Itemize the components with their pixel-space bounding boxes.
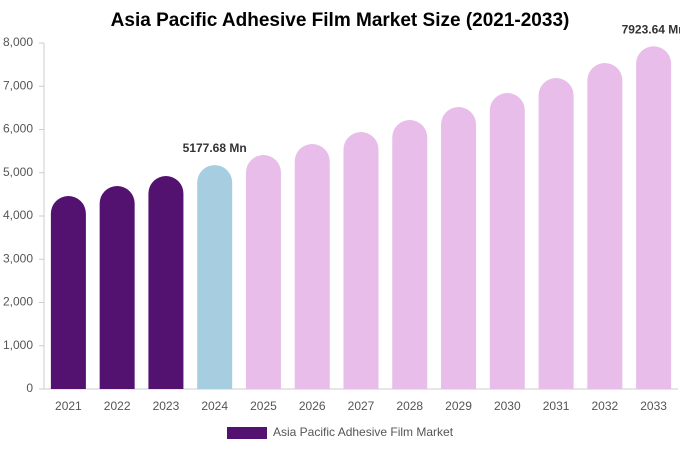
y-tick-label: 7,000: [3, 78, 33, 92]
y-tick-label: 6,000: [3, 122, 33, 136]
x-tick-label: 2029: [445, 399, 472, 413]
bar: [392, 119, 428, 390]
x-tick-label: 2031: [543, 399, 570, 413]
y-tick-label: 4,000: [3, 208, 33, 222]
legend-label: Asia Pacific Adhesive Film Market: [273, 425, 454, 439]
bar: [50, 196, 86, 389]
bar: [489, 92, 525, 389]
x-tick-label: 2025: [250, 399, 277, 413]
bar: [538, 78, 574, 389]
x-tick-label: 2021: [55, 399, 82, 413]
y-tick-label: 2,000: [3, 295, 33, 309]
chart-title: Asia Pacific Adhesive Film Market Size (…: [111, 10, 570, 31]
x-tick-label: 2022: [104, 399, 131, 413]
bar: [197, 165, 233, 389]
bar: [587, 62, 623, 389]
y-tick-label: 1,000: [3, 338, 33, 352]
y-tick-label: 0: [26, 381, 33, 395]
x-tick-label: 2026: [299, 399, 326, 413]
x-tick-label: 2030: [494, 399, 521, 413]
x-tick-label: 2028: [396, 399, 423, 413]
y-tick-label: 8,000: [3, 35, 33, 49]
bar: [441, 107, 477, 389]
x-tick-label: 2033: [640, 399, 667, 413]
bar: [636, 46, 672, 389]
data-label: 5177.68 Mn: [183, 141, 247, 155]
legend-swatch: [227, 427, 267, 439]
bar: [343, 132, 379, 390]
x-tick-label: 2027: [348, 399, 375, 413]
bar: [294, 143, 330, 389]
x-tick-label: 2032: [591, 399, 618, 413]
x-tick-label: 2023: [153, 399, 180, 413]
bar: [99, 185, 135, 389]
y-tick-label: 3,000: [3, 251, 33, 265]
x-tick-label: 2024: [201, 399, 228, 413]
y-tick-label: 5,000: [3, 165, 33, 179]
bar: [245, 155, 281, 389]
data-label: 7923.64 Mn: [622, 22, 680, 36]
bar: [148, 175, 184, 389]
